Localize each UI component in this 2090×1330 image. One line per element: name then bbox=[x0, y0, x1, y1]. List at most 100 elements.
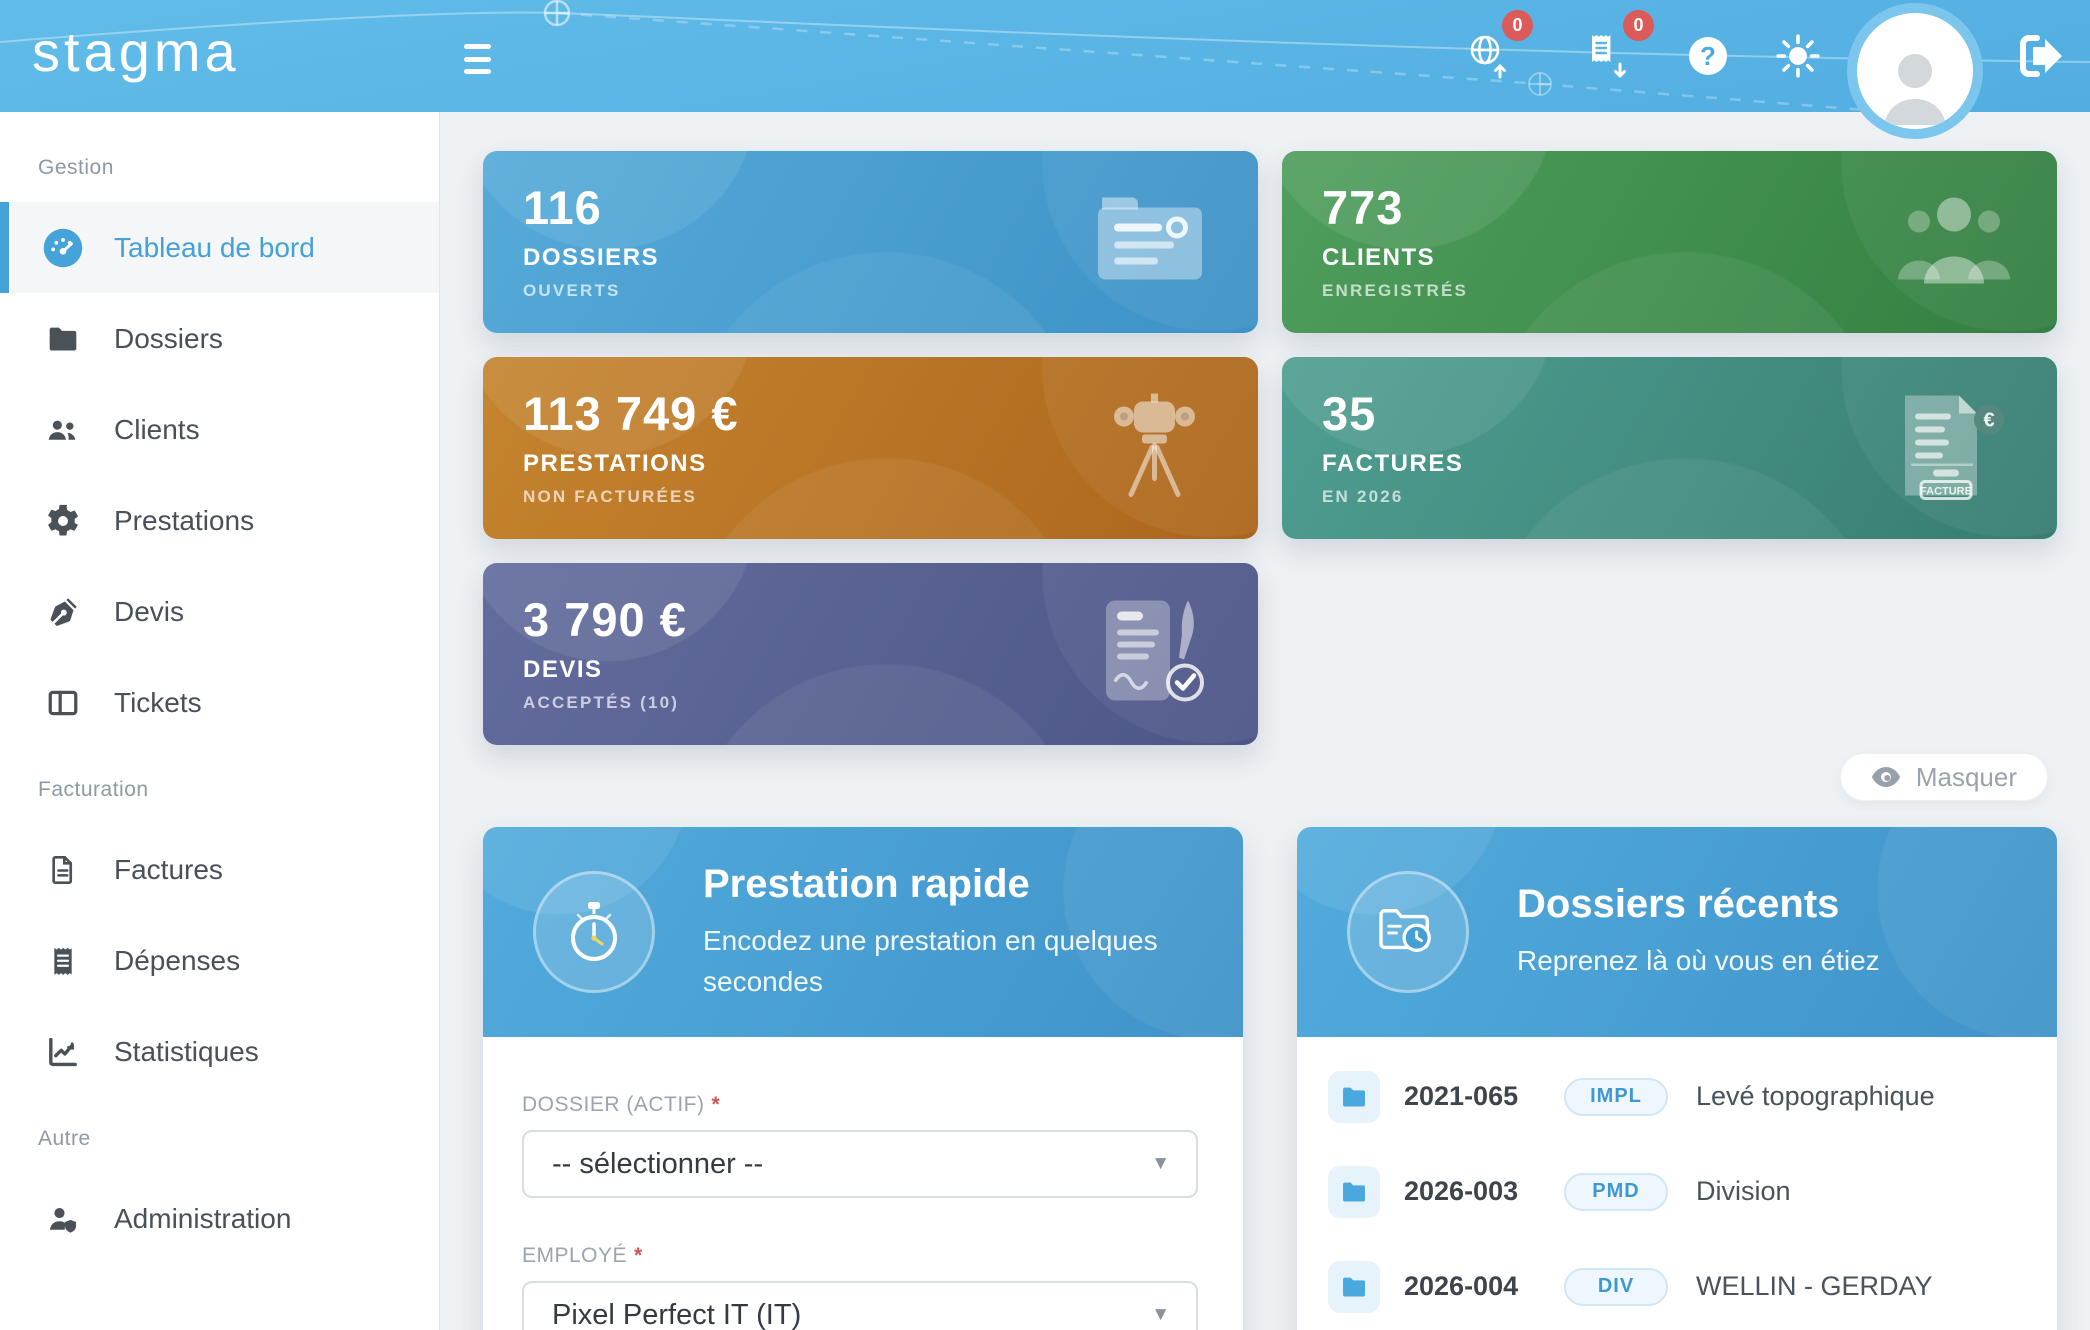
quick-prestation-header: Prestation rapide Encodez une prestation… bbox=[483, 827, 1243, 1037]
stat-sublabel: NON FACTURÉES bbox=[523, 487, 698, 506]
stat-label: FACTURES bbox=[1322, 450, 1464, 477]
sidebar-item-label: Factures bbox=[114, 853, 223, 885]
user-avatar[interactable] bbox=[1857, 13, 1973, 129]
folder-clock-icon bbox=[1347, 871, 1469, 993]
question-mark-icon: ? bbox=[1689, 37, 1727, 75]
recent-dossiers-list: 2021-065 IMPL Levé topographique 2026-00… bbox=[1297, 1037, 2057, 1330]
sidebar-section-gestion: Gestion bbox=[38, 156, 114, 179]
recent-dossier-row[interactable]: 2021-065 IMPL Levé topographique bbox=[1328, 1049, 2027, 1144]
employe-field-label: EMPLOYÉ * bbox=[522, 1244, 643, 1267]
sidebar-item-label: Statistiques bbox=[114, 1035, 259, 1067]
sidebar-item-devis[interactable]: Devis bbox=[0, 566, 439, 657]
stat-sublabel: ACCEPTÉS (10) bbox=[523, 693, 680, 712]
stat-value: 35 bbox=[1322, 387, 1377, 440]
recent-dossiers-header: Dossiers récents Reprenez là où vous en … bbox=[1297, 827, 2057, 1037]
eye-icon bbox=[1871, 767, 1900, 787]
folder-icon bbox=[1328, 1070, 1380, 1123]
stat-label: DEVIS bbox=[523, 656, 603, 683]
sun-icon bbox=[1776, 34, 1820, 78]
survey-station-icon bbox=[1094, 391, 1216, 506]
stat-cards-grid: 116 DOSSIERS OUVERTS 773 CLIENTS ENRE bbox=[483, 151, 2057, 745]
masquer-button[interactable]: Masquer bbox=[1839, 753, 2048, 801]
sidebar: Gestion Tableau de bord Dossiers bbox=[0, 112, 440, 1330]
panels-grid: Prestation rapide Encodez une prestation… bbox=[483, 827, 2057, 1330]
employe-field: EMPLOYÉ * Pixel Perfect IT (IT) ▼ bbox=[522, 1244, 1198, 1330]
stat-card-prestations[interactable]: 113 749 € PRESTATIONS NON FACTURÉES bbox=[483, 357, 1258, 539]
theme-toggle-button[interactable] bbox=[1775, 33, 1821, 79]
menu-toggle-button[interactable] bbox=[464, 42, 504, 76]
sidebar-item-label: Dépenses bbox=[114, 944, 241, 976]
sidebar-item-label: Prestations bbox=[114, 504, 255, 536]
sidebar-item-label: Administration bbox=[114, 1202, 292, 1234]
dossier-ref: 2026-004 bbox=[1404, 1271, 1519, 1301]
app-header: stagma 0 0 ? bbox=[0, 0, 2090, 112]
folder-icon bbox=[40, 322, 86, 356]
svg-text:FACTURE: FACTURE bbox=[1920, 486, 1972, 498]
sidebar-item-label: Devis bbox=[114, 595, 185, 627]
sidebar-item-depenses[interactable]: Dépenses bbox=[0, 915, 439, 1006]
panel-subtitle: Encodez une prestation en quelques secon… bbox=[703, 924, 1158, 997]
stat-label: DOSSIERS bbox=[523, 244, 660, 271]
pen-nib-icon bbox=[40, 595, 86, 629]
invoice-import-button[interactable]: 0 bbox=[1586, 10, 1654, 80]
sidebar-item-dossiers[interactable]: Dossiers bbox=[0, 293, 439, 384]
invoice-euro-icon: FACTURE € bbox=[1883, 390, 2015, 507]
sidebar-item-statistiques[interactable]: Statistiques bbox=[0, 1006, 439, 1097]
logout-icon bbox=[2020, 35, 2062, 77]
stat-card-devis[interactable]: 3 790 € DEVIS ACCEPTÉS (10) bbox=[483, 563, 1258, 745]
stat-card-clients[interactable]: 773 CLIENTS ENREGISTRÉS bbox=[1282, 151, 2057, 333]
users-group-icon bbox=[1893, 188, 2015, 297]
stat-card-dossiers[interactable]: 116 DOSSIERS OUVERTS bbox=[483, 151, 1258, 333]
dossier-type-badge: DIV bbox=[1564, 1267, 1668, 1306]
app-logo: stagma bbox=[32, 20, 240, 83]
folder-document-icon bbox=[1088, 186, 1216, 299]
dossier-type-badge: PMD bbox=[1564, 1172, 1668, 1211]
file-lines-icon bbox=[40, 853, 86, 887]
stopwatch-icon bbox=[533, 871, 655, 993]
employe-select-value: Pixel Perfect IT (IT) bbox=[552, 1298, 802, 1330]
sidebar-item-label: Clients bbox=[114, 413, 200, 445]
logout-button[interactable] bbox=[2019, 33, 2067, 79]
sidebar-item-factures[interactable]: Factures bbox=[0, 824, 439, 915]
chevron-down-icon: ▼ bbox=[1151, 1304, 1170, 1325]
dossier-description: Division bbox=[1696, 1176, 1791, 1206]
recent-dossier-row[interactable]: 2026-004 DIV WELLIN - GERDAY bbox=[1328, 1239, 2027, 1330]
user-shield-icon bbox=[40, 1202, 86, 1236]
sidebar-item-clients[interactable]: Clients bbox=[0, 384, 439, 475]
sidebar-section-facturation: Facturation bbox=[38, 778, 149, 801]
dossier-ref: 2026-003 bbox=[1404, 1176, 1519, 1206]
employe-select[interactable]: Pixel Perfect IT (IT) ▼ bbox=[522, 1281, 1198, 1330]
dossier-field-label: DOSSIER (ACTIF) * bbox=[522, 1093, 721, 1116]
globe-upload-icon bbox=[1470, 35, 1506, 79]
recent-dossier-row[interactable]: 2026-003 PMD Division bbox=[1328, 1144, 2027, 1239]
dossier-field: DOSSIER (ACTIF) * -- sélectionner -- ▼ bbox=[522, 1093, 1198, 1198]
masquer-label: Masquer bbox=[1915, 761, 2017, 792]
sidebar-item-tableau-de-bord[interactable]: Tableau de bord bbox=[0, 202, 439, 293]
sidebar-item-administration[interactable]: Administration bbox=[0, 1173, 439, 1264]
sidebar-item-label: Tableau de bord bbox=[114, 231, 315, 263]
dossier-description: Levé topographique bbox=[1696, 1081, 1935, 1111]
required-marker: * bbox=[711, 1093, 721, 1116]
stat-value: 3 790 € bbox=[523, 593, 687, 646]
help-button[interactable]: ? bbox=[1689, 37, 1727, 75]
panel-title: Prestation rapide bbox=[703, 861, 1030, 906]
dossier-select-value: -- sélectionner -- bbox=[552, 1147, 764, 1180]
required-marker: * bbox=[634, 1244, 643, 1267]
stat-sublabel: ENREGISTRÉS bbox=[1322, 281, 1469, 300]
dossier-ref: 2021-065 bbox=[1404, 1081, 1519, 1111]
folder-icon bbox=[1328, 1165, 1380, 1218]
sidebar-item-prestations[interactable]: Prestations bbox=[0, 475, 439, 566]
panel-title: Dossiers récents bbox=[1517, 882, 1840, 927]
stat-card-factures[interactable]: 35 FACTURES EN 2026 bbox=[1282, 357, 2057, 539]
dossier-select[interactable]: -- sélectionner -- ▼ bbox=[522, 1130, 1198, 1198]
main-content: 116 DOSSIERS OUVERTS 773 CLIENTS ENRE bbox=[440, 112, 2090, 1330]
stat-value: 113 749 € bbox=[523, 387, 739, 440]
sidebar-item-tickets[interactable]: Tickets bbox=[0, 657, 439, 748]
columns-icon bbox=[40, 686, 86, 720]
sidebar-item-label: Tickets bbox=[114, 686, 202, 718]
stat-label: CLIENTS bbox=[1322, 244, 1436, 271]
panel-subtitle: Reprenez là où vous en étiez bbox=[1517, 945, 1880, 977]
quick-prestation-panel: Prestation rapide Encodez une prestation… bbox=[483, 827, 1243, 1330]
globe-sync-button[interactable]: 0 bbox=[1467, 10, 1533, 80]
users-icon bbox=[40, 413, 86, 447]
